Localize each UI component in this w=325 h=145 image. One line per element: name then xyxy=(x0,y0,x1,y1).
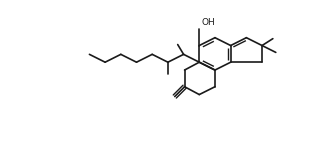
Text: OH: OH xyxy=(201,18,215,27)
